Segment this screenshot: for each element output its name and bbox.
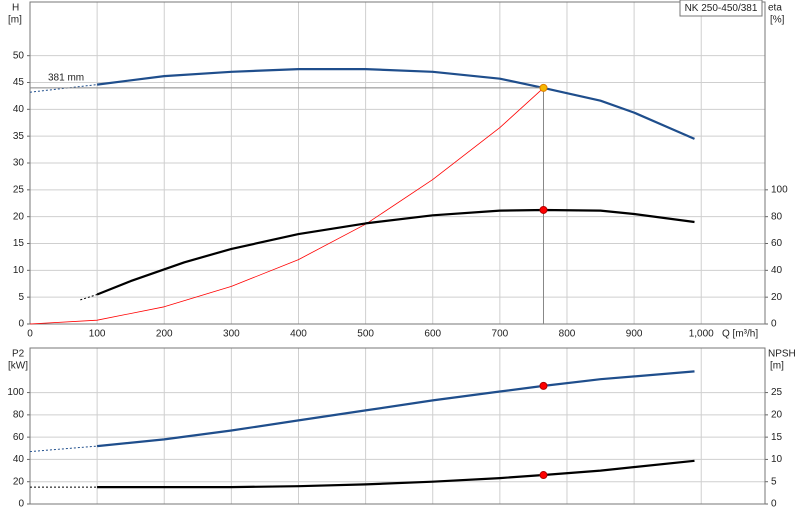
curve [80,294,98,301]
x-tick-label: 100 [89,329,106,340]
y-tick-label: 30 [13,158,25,169]
y-tick-label: 35 [13,131,25,142]
y-tick-label: 40 [13,104,25,115]
y-axis-unit: [kW] [8,361,28,372]
y2-axis-label: NPSH [768,349,796,360]
y2-tick-label: 5 [771,476,777,487]
curve [97,459,695,489]
y-tick-label: 45 [13,77,25,88]
y2-axis-unit: [%] [770,15,785,26]
x-tick-label: 0 [27,329,33,340]
y-tick-label: 0 [18,499,24,510]
y-tick-label: 80 [13,409,25,420]
duty-point [539,83,548,92]
x-axis-label: Q [m³/h] [722,329,758,340]
y2-tick-label: 0 [771,319,777,330]
curve [96,68,695,140]
duty-point [539,205,548,214]
duty-point [539,471,548,480]
y2-tick-label: 20 [771,292,783,303]
y-tick-label: 40 [13,454,25,465]
y2-tick-label: 10 [771,454,783,465]
y-tick-label: 20 [13,211,25,222]
x-tick-label: 200 [156,329,173,340]
plot-area [30,348,765,504]
y2-tick-label: 20 [771,409,783,420]
curve [29,445,98,453]
x-tick-label: 900 [626,329,643,340]
x-tick-label: 1,000 [689,329,714,340]
y2-tick-label: 60 [771,238,783,249]
x-tick-label: 800 [559,329,576,340]
y-tick-label: 60 [13,432,25,443]
chart-title: NK 250-450/381 [685,3,758,14]
y-tick-label: 5 [18,292,24,303]
y-tick-label: 10 [13,265,25,276]
y2-tick-label: 0 [771,499,777,510]
plot-frame [29,1,766,325]
title-box [679,0,763,17]
y2-tick-label: 100 [771,184,788,195]
y-axis-label: P2 [12,349,25,360]
y2-tick-label: 25 [771,387,783,398]
curve [96,208,695,296]
y-tick-label: 15 [13,238,25,249]
y-axis-unit: [m] [8,15,22,26]
y2-axis-label: eta [768,3,782,14]
y2-tick-label: 40 [771,265,783,276]
x-tick-label: 500 [357,329,374,340]
annotation: 381 mm [48,73,84,84]
y-tick-label: 0 [18,319,24,330]
plot-frame [29,347,766,505]
x-tick-label: 300 [223,329,240,340]
y-tick-label: 20 [13,476,25,487]
y-tick-label: 50 [13,50,25,61]
y-tick-label: 25 [13,184,25,195]
x-tick-label: 400 [290,329,307,340]
x-tick-label: 600 [424,329,441,340]
curve [29,84,98,93]
y-tick-label: 100 [7,387,24,398]
y-axis-label: H [12,3,19,14]
y2-axis-unit: [m] [770,361,784,372]
y2-tick-label: 15 [771,432,783,443]
y2-tick-label: 80 [771,211,783,222]
curve [29,87,544,325]
curve [96,370,695,448]
duty-point [539,381,548,390]
x-tick-label: 700 [492,329,509,340]
